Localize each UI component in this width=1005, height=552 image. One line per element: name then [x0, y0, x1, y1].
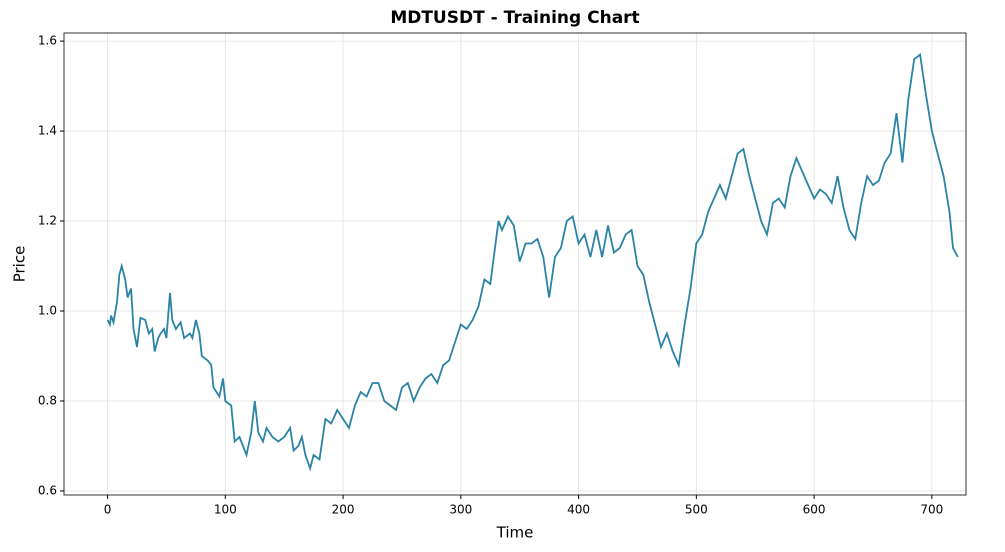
y-tick-label: 1.0: [38, 304, 57, 318]
price-line: [106, 52, 959, 472]
y-tick-label: 0.6: [38, 483, 57, 497]
x-tick-label: 700: [920, 503, 943, 517]
y-axis-label: Price: [11, 246, 29, 283]
x-axis-label: Time: [496, 524, 534, 542]
y-tick-label: 1.2: [38, 214, 57, 228]
x-tick-label: 300: [449, 503, 472, 517]
plot-frame: [63, 32, 967, 496]
x-tick-label: 400: [567, 503, 590, 517]
y-tick-label: 0.8: [38, 393, 57, 407]
y-tick-label: 1.4: [38, 124, 57, 138]
x-tick-label: 600: [803, 503, 826, 517]
x-tick-label: 0: [104, 503, 112, 517]
x-tick-label: 500: [685, 503, 708, 517]
chart-title: MDTUSDT - Training Chart: [390, 8, 639, 28]
y-tick-label: 1.6: [38, 34, 57, 48]
x-tick-label: 200: [332, 503, 355, 517]
x-tick-label: 100: [214, 503, 237, 517]
